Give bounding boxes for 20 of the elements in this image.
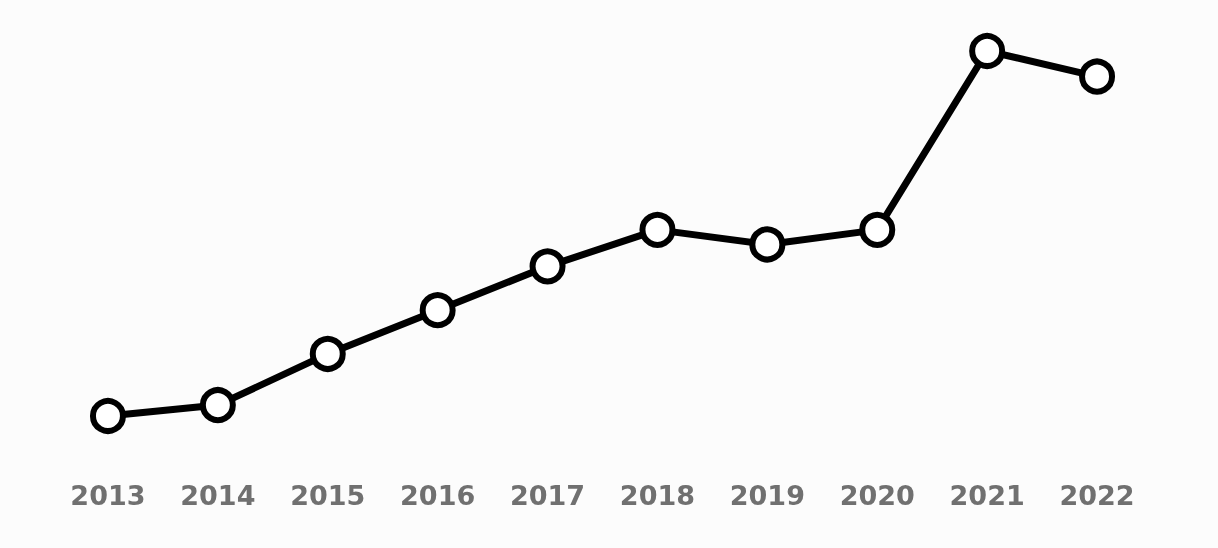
x-tick-label: 2016 [400, 480, 476, 511]
x-tick-label: 2018 [619, 480, 696, 511]
point [1079, 58, 1116, 95]
x-tick-label: 2014 [180, 480, 256, 511]
point [529, 248, 566, 285]
point [89, 398, 126, 434]
x-tick-label: 2020 [839, 480, 915, 511]
x-tick-label: 2021 [949, 480, 1025, 511]
x-tick-label: 2015 [290, 480, 366, 511]
x-tick-label: 2022 [1059, 480, 1135, 511]
x-tick-label: 2013 [70, 480, 146, 511]
point [419, 292, 456, 329]
point [859, 211, 896, 248]
point [969, 33, 1006, 69]
point [309, 335, 346, 372]
point [749, 226, 786, 263]
x-tick-label: 2017 [509, 480, 586, 511]
x-tick-label: 2019 [729, 480, 805, 511]
point [199, 387, 236, 424]
point [639, 211, 676, 248]
